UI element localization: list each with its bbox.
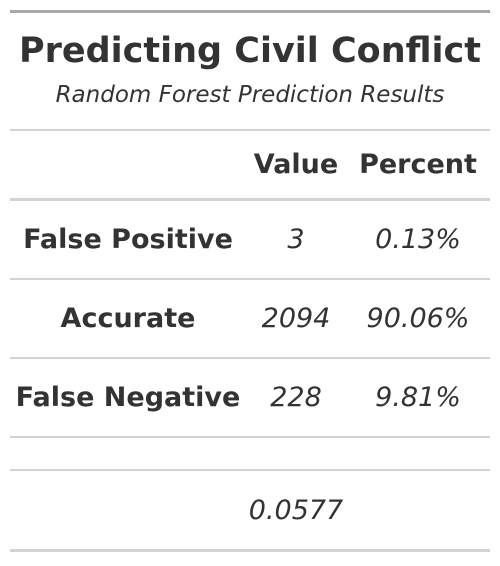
row-percent: 9.81% — [375, 382, 461, 413]
results-table: Predicting Civil Conflict Random Forest … — [10, 10, 490, 552]
row-value: 3 — [287, 224, 305, 255]
row-label: False Positive — [23, 224, 233, 255]
column-header-row: Value Percent — [10, 131, 490, 198]
top-border — [10, 10, 490, 13]
footer-spacer — [10, 438, 490, 469]
row-divider — [10, 278, 490, 280]
row-divider — [10, 357, 490, 359]
row-label: False Negative — [15, 382, 241, 413]
row-divider — [10, 436, 490, 438]
table-title: Predicting Civil Conflict — [18, 31, 482, 71]
footer-row: 0.0577 — [10, 471, 490, 549]
footer-value: 0.0577 — [248, 494, 344, 526]
table-row: False Negative 228 9.81% — [10, 359, 490, 436]
row-label: Accurate — [60, 303, 196, 334]
table-subtitle: Random Forest Prediction Results — [55, 82, 445, 108]
row-value: 228 — [270, 382, 322, 413]
row-percent: 90.06% — [366, 303, 470, 334]
table-row: False Positive 3 0.13% — [10, 201, 490, 278]
header-bottom-rule — [10, 198, 490, 201]
column-header-value: Value — [253, 149, 339, 180]
footer-top-rule — [10, 469, 490, 471]
table-row: Accurate 2094 90.06% — [10, 280, 490, 357]
column-header-percent: Percent — [359, 149, 477, 180]
bottom-border — [10, 549, 490, 552]
row-value: 2094 — [261, 303, 331, 334]
row-percent: 0.13% — [375, 224, 461, 255]
header-top-rule — [10, 129, 490, 131]
